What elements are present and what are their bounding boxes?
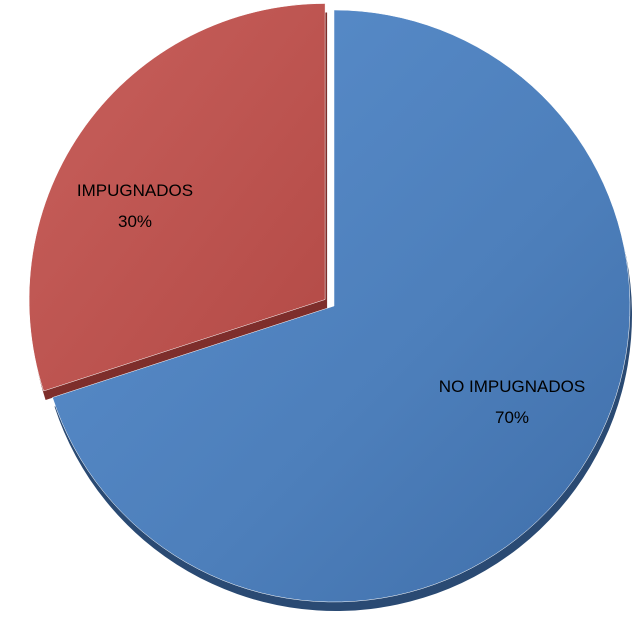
slice-impugnados <box>28 3 326 392</box>
slice-label-no-impugnados-percent: 70% <box>495 408 529 427</box>
slice-label-impugnados-name: IMPUGNADOS <box>77 181 193 200</box>
pie-labels: NO IMPUGNADOS 70% IMPUGNADOS 30% <box>77 181 585 427</box>
slice-label-no-impugnados-name: NO IMPUGNADOS <box>439 377 585 396</box>
pie-slices <box>28 3 631 603</box>
slice-no-impugnados <box>52 9 631 603</box>
slice-label-impugnados-percent: 30% <box>118 212 152 231</box>
